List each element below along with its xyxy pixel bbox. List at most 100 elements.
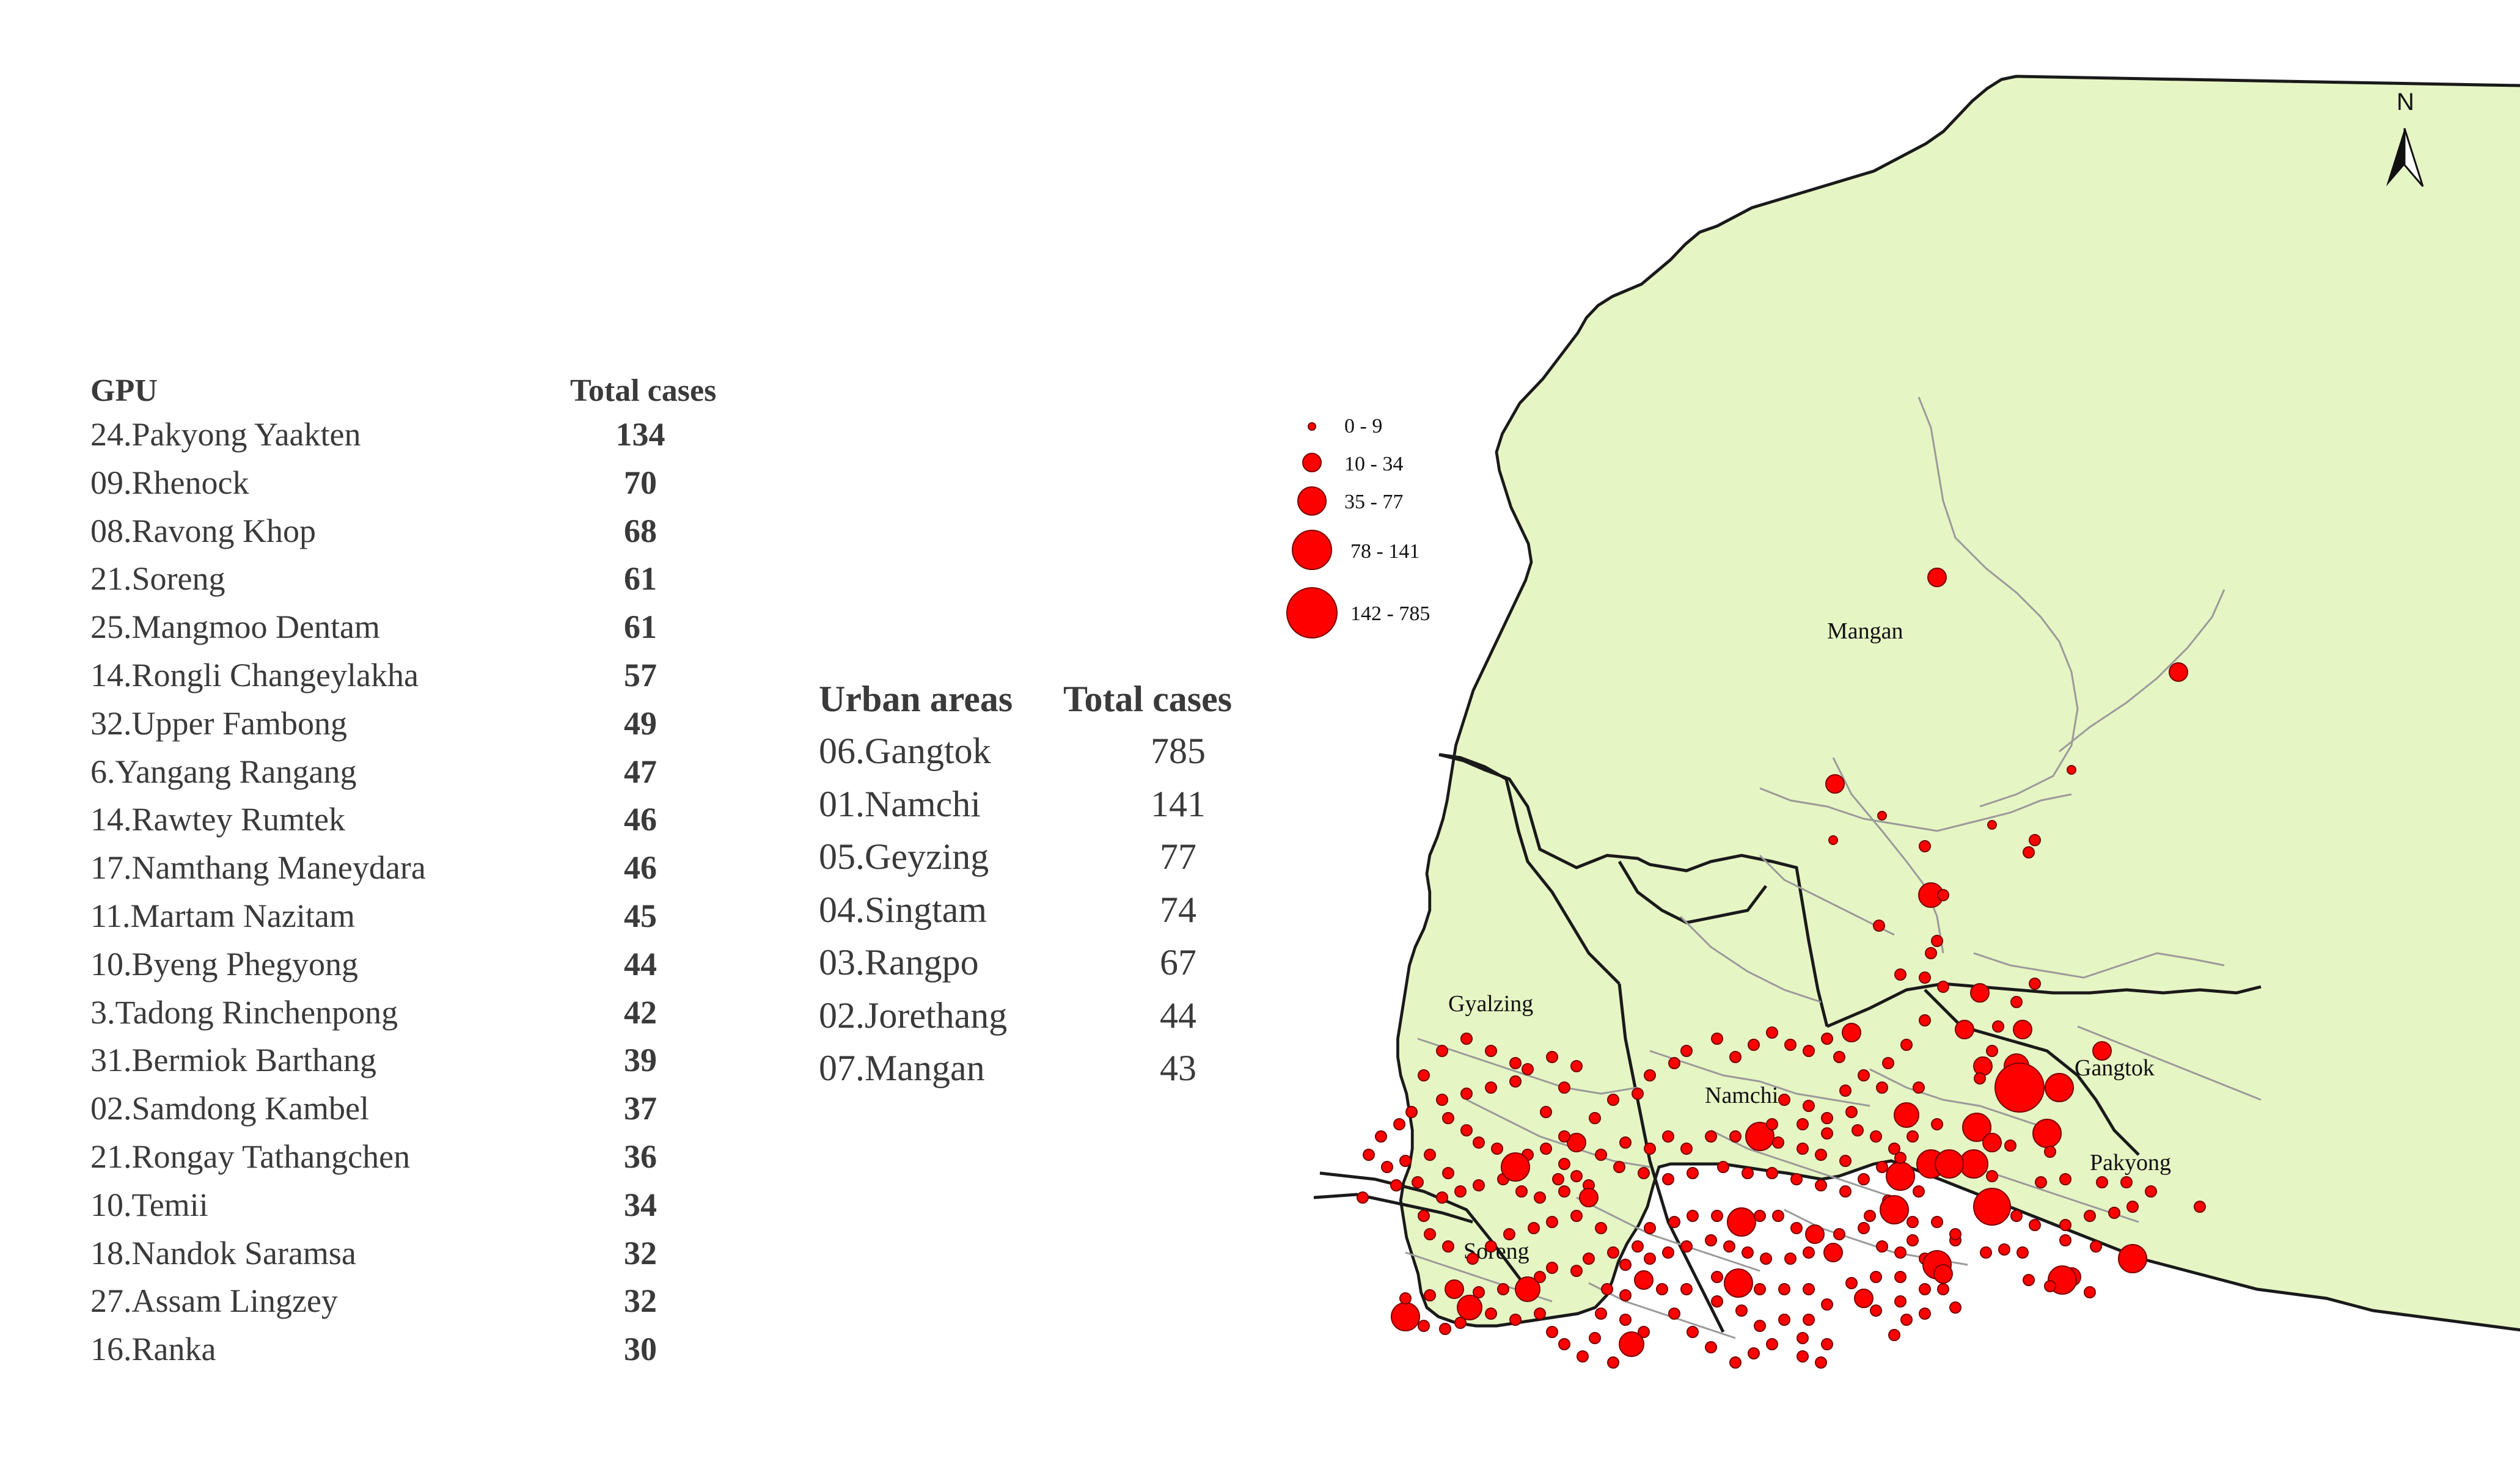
case-dot bbox=[1766, 1338, 1778, 1350]
gpu-total-cases: 45 bbox=[624, 897, 657, 934]
urban-row: 07.Mangan 43 bbox=[819, 1047, 1308, 1100]
case-dot bbox=[1662, 1130, 1674, 1143]
north-label: N bbox=[2397, 89, 2414, 115]
case-dot bbox=[1876, 1161, 1888, 1173]
label-mangan: Mangan bbox=[1827, 618, 1903, 644]
case-dot bbox=[1742, 1167, 1754, 1179]
urban-total-cases: 77 bbox=[1160, 836, 1196, 877]
legend-dot-3 bbox=[1297, 486, 1327, 516]
case-dot bbox=[1906, 1216, 1919, 1228]
case-dot bbox=[1876, 1081, 1888, 1094]
case-dot bbox=[2059, 1234, 2071, 1246]
case-dot bbox=[1418, 1320, 1430, 1332]
case-dot bbox=[1412, 1176, 1424, 1188]
case-dot bbox=[1668, 1057, 1680, 1069]
case-dot bbox=[1711, 1033, 1723, 1045]
gpu-row: 32.Upper Fambong 49 bbox=[90, 704, 763, 753]
state-outline bbox=[1396, 75, 2520, 1332]
urban-total-cases: 785 bbox=[1151, 731, 1206, 771]
case-dot bbox=[1687, 1326, 1699, 1338]
case-dot bbox=[1381, 1161, 1393, 1173]
case-dot bbox=[1828, 835, 1838, 845]
case-dot bbox=[1534, 1191, 1546, 1204]
case-dot bbox=[1955, 1020, 1974, 1039]
case-dot bbox=[1711, 1210, 1723, 1222]
legend-label-3: 35 - 77 bbox=[1344, 491, 1403, 513]
urban-row: 01.Namchi 141 bbox=[819, 783, 1308, 836]
case-dot bbox=[1772, 1136, 1784, 1149]
case-dot bbox=[1485, 1081, 1497, 1094]
urban-row: 05.Geyzing 77 bbox=[819, 836, 1308, 889]
case-dot bbox=[1913, 1081, 1925, 1094]
case-dot bbox=[2032, 1119, 2062, 1148]
case-dot bbox=[1583, 1253, 1595, 1265]
case-dot bbox=[1906, 1130, 1919, 1143]
case-dot bbox=[1931, 1118, 1943, 1130]
case-dot bbox=[1894, 1246, 1906, 1259]
case-dot bbox=[1748, 1347, 1760, 1359]
case-dot bbox=[1766, 1167, 1778, 1179]
case-dot bbox=[1467, 1253, 1479, 1265]
gpu-total-cases: 46 bbox=[624, 849, 657, 887]
case-dot bbox=[1711, 1295, 1723, 1308]
case-dot bbox=[2023, 1274, 2035, 1286]
case-dot bbox=[1803, 1314, 1815, 1326]
case-dot bbox=[1858, 1173, 1870, 1185]
gpu-name: 24.Pakyong Yaakten bbox=[90, 416, 361, 453]
gpu-row: 16.Ranka 30 bbox=[90, 1330, 763, 1378]
case-dot bbox=[1357, 1191, 1369, 1204]
legend-dot-5 bbox=[1286, 587, 1338, 638]
case-dot bbox=[1668, 1308, 1680, 1320]
case-dot bbox=[2035, 1176, 2047, 1188]
case-dot bbox=[1418, 1069, 1430, 1081]
case-dot bbox=[1852, 1124, 1864, 1136]
case-dot bbox=[1522, 1063, 1534, 1075]
label-namchi: Namchi bbox=[1705, 1083, 1778, 1108]
case-dot bbox=[1454, 1317, 1467, 1329]
case-dot bbox=[1845, 1277, 1858, 1289]
case-dot bbox=[1766, 1026, 1778, 1039]
case-dot bbox=[2090, 1240, 2102, 1253]
case-dot bbox=[1894, 1102, 1919, 1128]
case-dot bbox=[1888, 1143, 1900, 1155]
case-dot bbox=[1803, 1045, 1815, 1057]
case-dot bbox=[1894, 968, 1906, 981]
gpu-name: 14.Rawtey Rumtek bbox=[90, 801, 345, 838]
urban-total-cases: 44 bbox=[1160, 995, 1196, 1036]
case-dot bbox=[1619, 1259, 1632, 1271]
case-dot bbox=[1436, 1094, 1448, 1106]
urban-total-cases: 43 bbox=[1160, 1048, 1196, 1088]
case-dot bbox=[1933, 1264, 1953, 1284]
case-dot bbox=[2044, 1146, 2056, 1158]
case-dot bbox=[1644, 1069, 1656, 1081]
gpu-row: 17.Namthang Maneydara 46 bbox=[90, 849, 763, 897]
gpu-total-cases: 61 bbox=[624, 609, 657, 646]
gpu-total-cases: 32 bbox=[624, 1282, 657, 1320]
gpu-total-cases: 39 bbox=[624, 1042, 657, 1079]
case-dot bbox=[1906, 1234, 1919, 1246]
case-dot bbox=[1724, 1268, 1753, 1298]
case-dot bbox=[1815, 1179, 1827, 1191]
case-dot bbox=[1644, 1222, 1656, 1234]
case-dot bbox=[1754, 1210, 1766, 1222]
case-dot bbox=[1491, 1143, 1503, 1155]
case-dot bbox=[1919, 1014, 1931, 1026]
case-dot bbox=[1842, 1023, 1861, 1042]
case-dot bbox=[2126, 1201, 2139, 1213]
case-dot bbox=[2092, 1041, 2112, 1061]
case-dot bbox=[1894, 1271, 1906, 1283]
urban-row: 04.Singtam 74 bbox=[819, 889, 1308, 942]
case-dot bbox=[1919, 840, 1931, 852]
urban-name: 02.Jorethang bbox=[819, 995, 1008, 1036]
case-dot bbox=[1546, 1216, 1558, 1228]
case-dot bbox=[1931, 935, 1943, 947]
gpu-total-cases: 42 bbox=[624, 993, 657, 1031]
case-dot bbox=[1821, 1298, 1833, 1311]
case-dot bbox=[1644, 1143, 1656, 1155]
case-dot bbox=[2108, 1207, 2120, 1219]
case-dot bbox=[1662, 1173, 1674, 1185]
case-dot bbox=[1833, 1228, 1845, 1240]
case-dot bbox=[1534, 1271, 1546, 1283]
case-dot bbox=[1994, 1063, 2045, 1113]
case-dot bbox=[1821, 1127, 1833, 1140]
